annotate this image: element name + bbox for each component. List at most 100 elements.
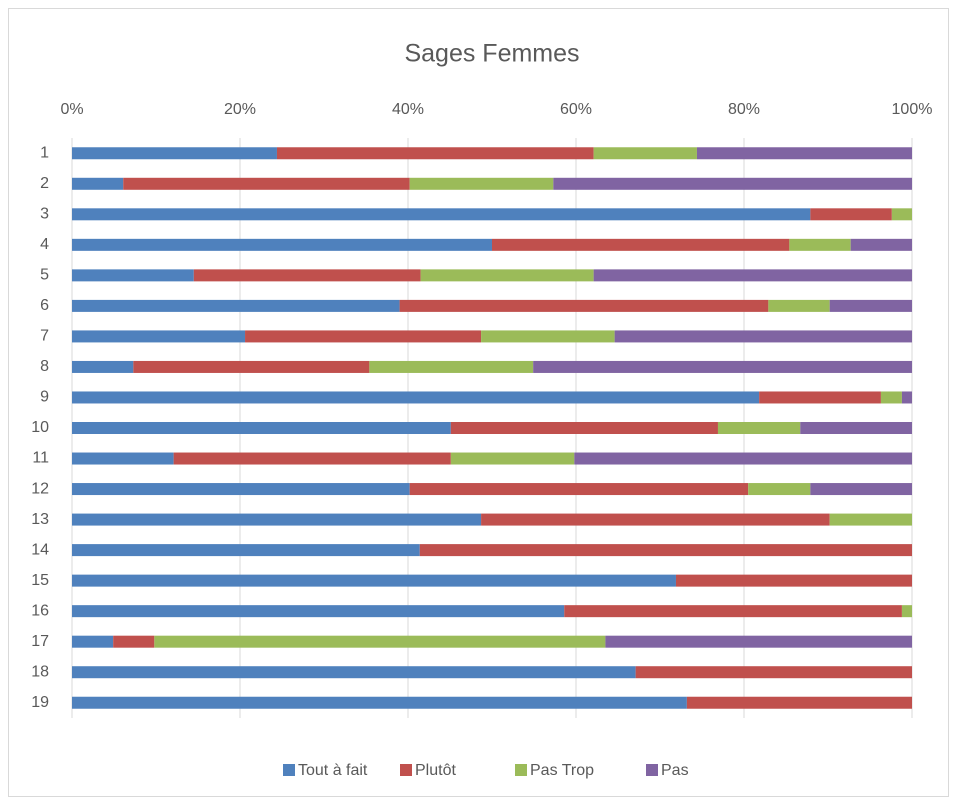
bar-segment — [72, 452, 174, 465]
bar-segment — [829, 299, 912, 312]
y-tick-label: 1 — [40, 144, 49, 161]
legend-label: Pas — [661, 762, 689, 779]
bar-segment — [72, 330, 246, 343]
bar-segment — [173, 452, 451, 465]
legend-swatch — [283, 764, 295, 776]
y-tick-label: 14 — [31, 541, 49, 558]
bar-segment — [605, 635, 912, 648]
y-tick-label: 7 — [40, 328, 49, 345]
bar-segment — [901, 605, 912, 618]
y-tick-label: 4 — [40, 236, 49, 253]
y-tick-label: 3 — [40, 206, 49, 223]
bar-segment — [810, 483, 912, 496]
y-tick-label: 2 — [40, 175, 49, 192]
bar-segment — [72, 635, 114, 648]
bar-segment — [72, 544, 420, 557]
legend-swatch — [400, 764, 412, 776]
bar-segment — [193, 269, 421, 282]
y-tick-label: 15 — [31, 572, 49, 589]
y-tick-label: 16 — [31, 602, 49, 619]
bar-segment — [450, 452, 575, 465]
bar-segment — [123, 177, 410, 190]
bar-segment — [850, 238, 912, 251]
bar-segment — [72, 422, 451, 434]
y-tick-label: 17 — [31, 633, 49, 650]
bar-segment — [409, 483, 749, 496]
bar-segment — [675, 574, 912, 587]
bar-segment — [72, 360, 134, 373]
bar-segment — [593, 269, 912, 282]
bar-segment — [113, 635, 155, 648]
bar-segment — [419, 544, 912, 557]
bar-segment — [72, 299, 400, 312]
legend-swatch — [646, 764, 658, 776]
bar-segment — [593, 147, 697, 160]
x-tick-label: 40% — [392, 101, 424, 118]
bar-segment — [533, 360, 912, 373]
x-tick-label: 0% — [60, 101, 83, 118]
y-tick-label: 9 — [40, 389, 49, 406]
bar-segment — [72, 666, 636, 679]
bar-segment — [686, 696, 912, 709]
y-tick-label: 8 — [40, 358, 49, 375]
bar-segment — [409, 177, 554, 190]
y-tick-label: 18 — [31, 663, 49, 680]
bar-segment — [696, 147, 912, 160]
bar-segment — [481, 513, 830, 526]
bar-segment — [450, 422, 718, 434]
y-tick-label: 6 — [40, 297, 49, 314]
bar-segment — [789, 238, 851, 251]
x-tick-label: 60% — [560, 101, 592, 118]
chart-title: Sages Femmes — [404, 40, 579, 68]
legend-label: Plutôt — [415, 762, 456, 779]
bar-segment — [800, 422, 912, 434]
bar-segment — [614, 330, 912, 343]
bar-segment — [369, 360, 534, 373]
y-tick-label: 12 — [31, 480, 49, 497]
bar-segment — [72, 391, 760, 404]
x-tick-label: 80% — [728, 101, 760, 118]
bar-segment — [574, 452, 912, 465]
bar-segment — [564, 605, 902, 618]
bar-segment — [901, 391, 912, 404]
x-tick-label: 100% — [892, 101, 933, 118]
bar-segment — [420, 269, 594, 282]
bar-segment — [72, 147, 277, 160]
legend-swatch — [515, 764, 527, 776]
bar-segment — [72, 238, 492, 251]
bar-segment — [72, 605, 565, 618]
bar-segment — [72, 269, 194, 282]
bar-segment — [759, 391, 881, 404]
bar-segment — [276, 147, 594, 160]
bar-segment — [492, 238, 790, 251]
bar-segment — [880, 391, 902, 404]
bar-segment — [72, 177, 124, 190]
y-tick-label: 5 — [40, 267, 49, 284]
y-tick-label: 13 — [31, 511, 49, 528]
bar-segment — [72, 208, 811, 221]
legend-label: Pas Trop — [530, 762, 594, 779]
bar-segment — [133, 360, 370, 373]
y-tick-label: 10 — [31, 419, 49, 436]
x-tick-label: 20% — [224, 101, 256, 118]
y-tick-label: 11 — [32, 450, 49, 467]
bar-segment — [399, 299, 769, 312]
bar-segment — [748, 483, 811, 496]
bar-segment — [481, 330, 615, 343]
bar-segment — [72, 574, 676, 587]
bar-segment — [154, 635, 606, 648]
bar-segment — [768, 299, 830, 312]
bar-segment — [72, 513, 482, 526]
bar-segment — [717, 422, 801, 434]
bar-segment — [553, 177, 912, 190]
bar-segment — [245, 330, 482, 343]
bar-segment — [72, 483, 410, 496]
bar-segment — [829, 513, 912, 526]
bar-segment — [891, 208, 912, 221]
y-tick-label: 19 — [31, 694, 49, 711]
bar-segment — [635, 666, 912, 679]
legend-label: Tout à fait — [298, 762, 368, 779]
bar-segment — [72, 696, 687, 709]
